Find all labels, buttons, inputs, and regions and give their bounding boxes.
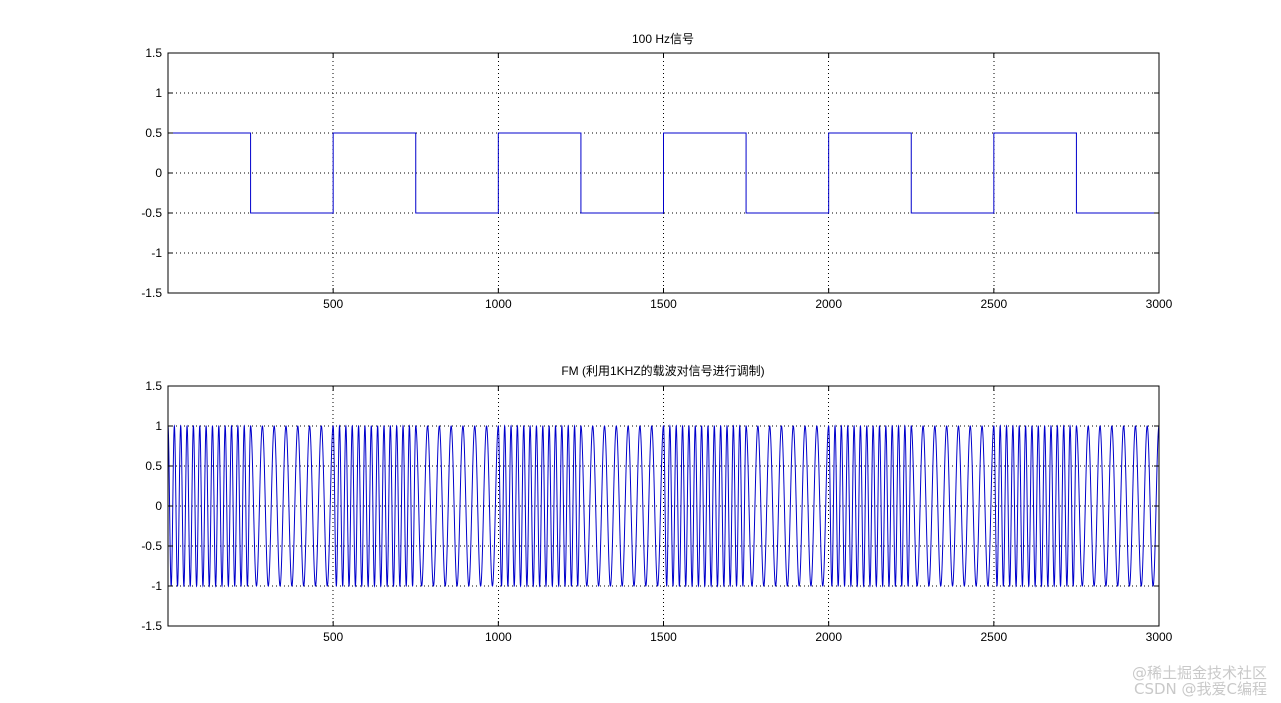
- x-tick-label: 2000: [815, 297, 842, 311]
- y-tick-label: -1: [151, 579, 162, 593]
- x-tick-label: 1000: [485, 630, 512, 644]
- y-tick-label: 0: [155, 499, 162, 513]
- watermark-line-2: CSDN @我爱C编程: [1133, 680, 1267, 698]
- y-tick-label: 0: [155, 166, 162, 180]
- y-tick-label: -1.5: [141, 286, 162, 300]
- plot-title: 100 Hz信号: [632, 32, 694, 46]
- y-tick-label: -1: [151, 246, 162, 260]
- y-tick-label: -0.5: [141, 206, 162, 220]
- watermark-line-1: @稀土掘金技术社区: [1131, 664, 1267, 682]
- y-tick-label: 1: [155, 86, 162, 100]
- y-tick-label: 1.5: [145, 379, 162, 393]
- x-tick-label: 2500: [980, 630, 1007, 644]
- y-tick-label: 0.5: [145, 459, 162, 473]
- x-tick-label: 1500: [650, 297, 677, 311]
- x-tick-label: 1000: [485, 297, 512, 311]
- x-tick-label: 3000: [1146, 297, 1173, 311]
- fm-signal-plot: FM (利用1KHZ的载波对信号进行调制) 500 1000 1500 2000 250…: [141, 363, 1172, 644]
- x-tick-label: 500: [323, 630, 343, 644]
- y-tick-label: -0.5: [141, 539, 162, 553]
- y-tick-label: 0.5: [145, 126, 162, 140]
- series-line-0: [168, 424, 1159, 588]
- x-tick-label: 1500: [650, 630, 677, 644]
- square-wave-plot: 100 Hz信号 500 1000 1500 2000 2500 3000 1.5 1 0.5 0…: [141, 32, 1172, 311]
- y-tick-label: 1.5: [145, 46, 162, 60]
- plot-title: FM (利用1KHZ的载波对信号进行调制): [561, 363, 764, 378]
- series-line-0: [168, 132, 1159, 214]
- x-tick-label: 2500: [980, 297, 1007, 311]
- x-tick-label: 3000: [1146, 630, 1173, 644]
- y-tick-label: -1.5: [141, 619, 162, 633]
- y-tick-label: 1: [155, 419, 162, 433]
- x-tick-label: 2000: [815, 630, 842, 644]
- x-tick-label: 500: [323, 297, 343, 311]
